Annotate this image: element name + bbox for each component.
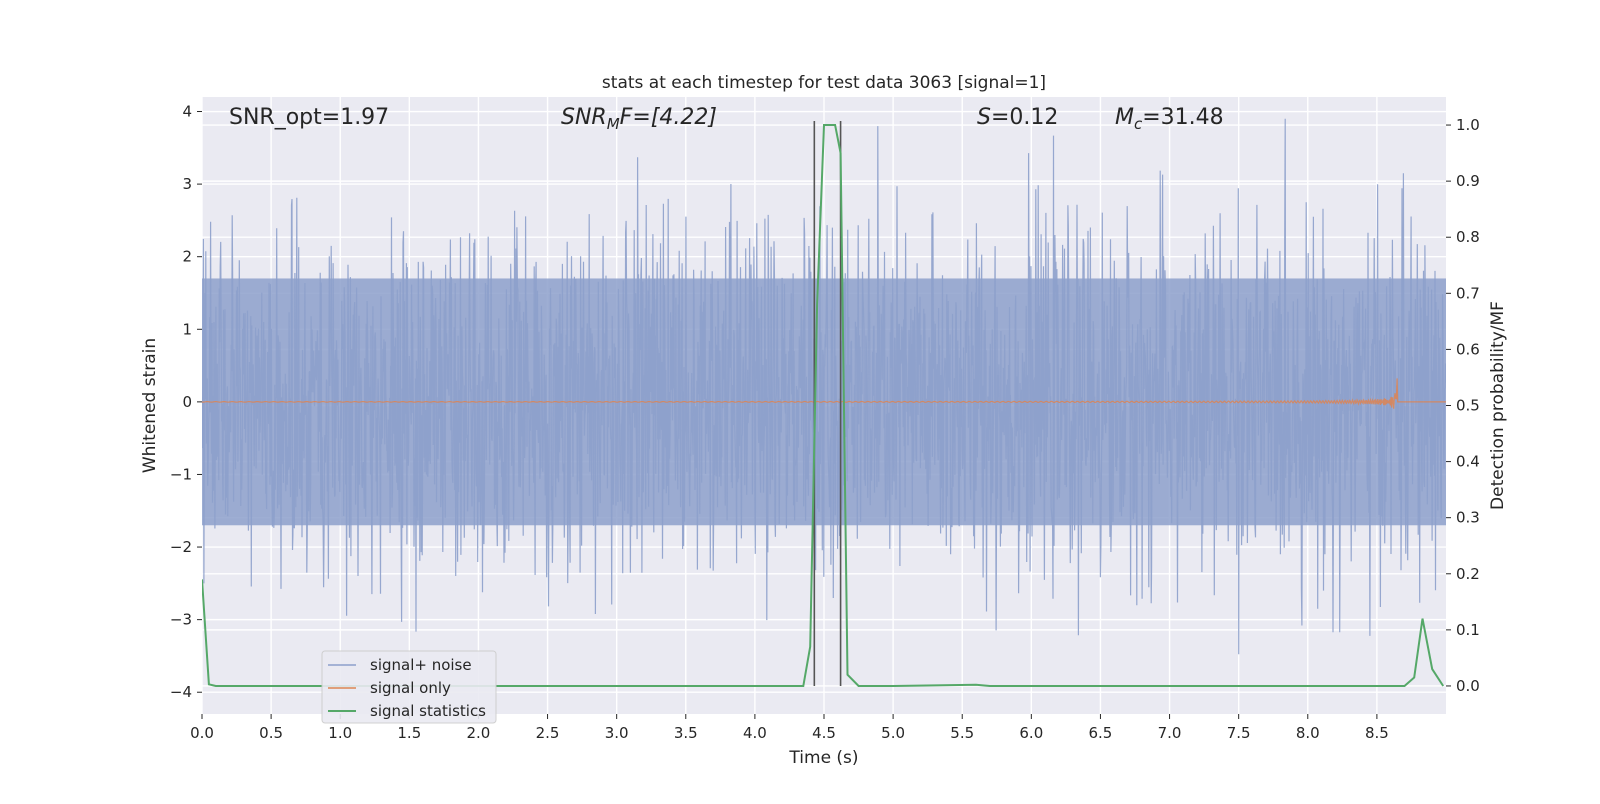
y-tick-label: 3: [182, 175, 192, 193]
legend: signal+ noise signal only signal statist…: [321, 650, 497, 724]
y-tick-label: 0: [182, 393, 192, 411]
x-tick-label: 1.0: [328, 724, 352, 742]
y2-tick-label: 0.6: [1456, 340, 1480, 358]
y2-axis-label: Detection probability/MF: [1488, 301, 1508, 510]
x-tick-label: 6.0: [1019, 724, 1043, 742]
x-tick-label: 6.5: [1089, 724, 1113, 742]
y2-tick-label: 0.7: [1456, 284, 1480, 302]
y2-tick-label: 0.3: [1456, 509, 1480, 527]
legend-label-signal-statistics: signal statistics: [370, 702, 486, 720]
plot-area: [202, 118, 1446, 687]
annotation-snr-mf-subscript: M: [607, 115, 620, 133]
y2-tick-label: 1.0: [1456, 116, 1480, 134]
annotation-snr-mf: SNRMF=[4.22]: [561, 105, 717, 133]
y2-tick-label: 0.8: [1456, 228, 1480, 246]
annotation-mc: Mc=31.48: [1115, 105, 1224, 133]
legend-label-signal-noise: signal+ noise: [370, 656, 472, 674]
x-tick-label: 5.5: [950, 724, 974, 742]
y-tick-label: −3: [170, 611, 192, 629]
annotation-mc-value: =31.48: [1142, 105, 1223, 130]
annotation-s-value: =0.12: [991, 105, 1058, 130]
y-tick-label: 1: [182, 320, 192, 338]
x-tick-label: 7.5: [1227, 724, 1251, 742]
x-tick-label: 4.0: [743, 724, 767, 742]
x-tick-label: 2.5: [536, 724, 560, 742]
annotation-s: S=0.12: [977, 105, 1058, 130]
chart-title: stats at each timestep for test data 306…: [602, 73, 1046, 93]
x-tick-label: 5.0: [881, 724, 905, 742]
signal-noise-line: [202, 118, 1446, 655]
x-tick-label: 3.5: [674, 724, 698, 742]
legend-box: [321, 650, 497, 724]
y-tick-label: −1: [170, 465, 192, 483]
x-tick-label: 0.0: [190, 724, 214, 742]
x-tick-label: 2.0: [467, 724, 491, 742]
x-tick-label: 8.5: [1365, 724, 1389, 742]
x-tick-label: 4.5: [812, 724, 836, 742]
x-tick-label: 8.0: [1296, 724, 1320, 742]
y-tick-label: 2: [182, 248, 192, 266]
y2-tick-label: 0.9: [1456, 172, 1480, 190]
annotation-s-symbol: S: [977, 105, 991, 130]
y-tick-label: −2: [170, 538, 192, 556]
annotation-mc-symbol: M: [1115, 105, 1134, 130]
series-signal-only: [202, 378, 1446, 409]
axes: 0.0 0.5 1.0 1.5 2.0 2.5 3.0 3.5 4.0 4.5 5.0 5.5 6.0 6…: [170, 103, 1480, 742]
annotation-snr-opt: SNR_opt=1.97: [229, 105, 389, 130]
legend-label-signal-only: signal only: [370, 679, 451, 697]
y2-tick-label: 0.2: [1456, 565, 1480, 583]
y2-tick-label: 0.5: [1456, 397, 1480, 415]
y2-tick-label: 0.1: [1456, 621, 1480, 639]
y-axis-label: Whitened strain: [140, 338, 160, 473]
y2-tick-label: 0.0: [1456, 677, 1480, 695]
y-tick-label: 4: [182, 103, 192, 121]
annotation-snr-mf-value: F=[4.22]: [620, 105, 717, 130]
signal-only-line: [202, 378, 1446, 409]
y2-tick-label: 0.4: [1456, 453, 1480, 471]
annotation-snr-mf-symbol: SNR: [561, 105, 607, 130]
y-tick-label: −4: [170, 683, 192, 701]
x-tick-label: 7.0: [1158, 724, 1182, 742]
x-tick-label: 1.5: [397, 724, 421, 742]
x-axis-label: Time (s): [788, 748, 858, 768]
annotation-mc-subscript: c: [1134, 115, 1143, 133]
x-tick-label: 3.0: [605, 724, 629, 742]
x-tick-label: 0.5: [259, 724, 283, 742]
